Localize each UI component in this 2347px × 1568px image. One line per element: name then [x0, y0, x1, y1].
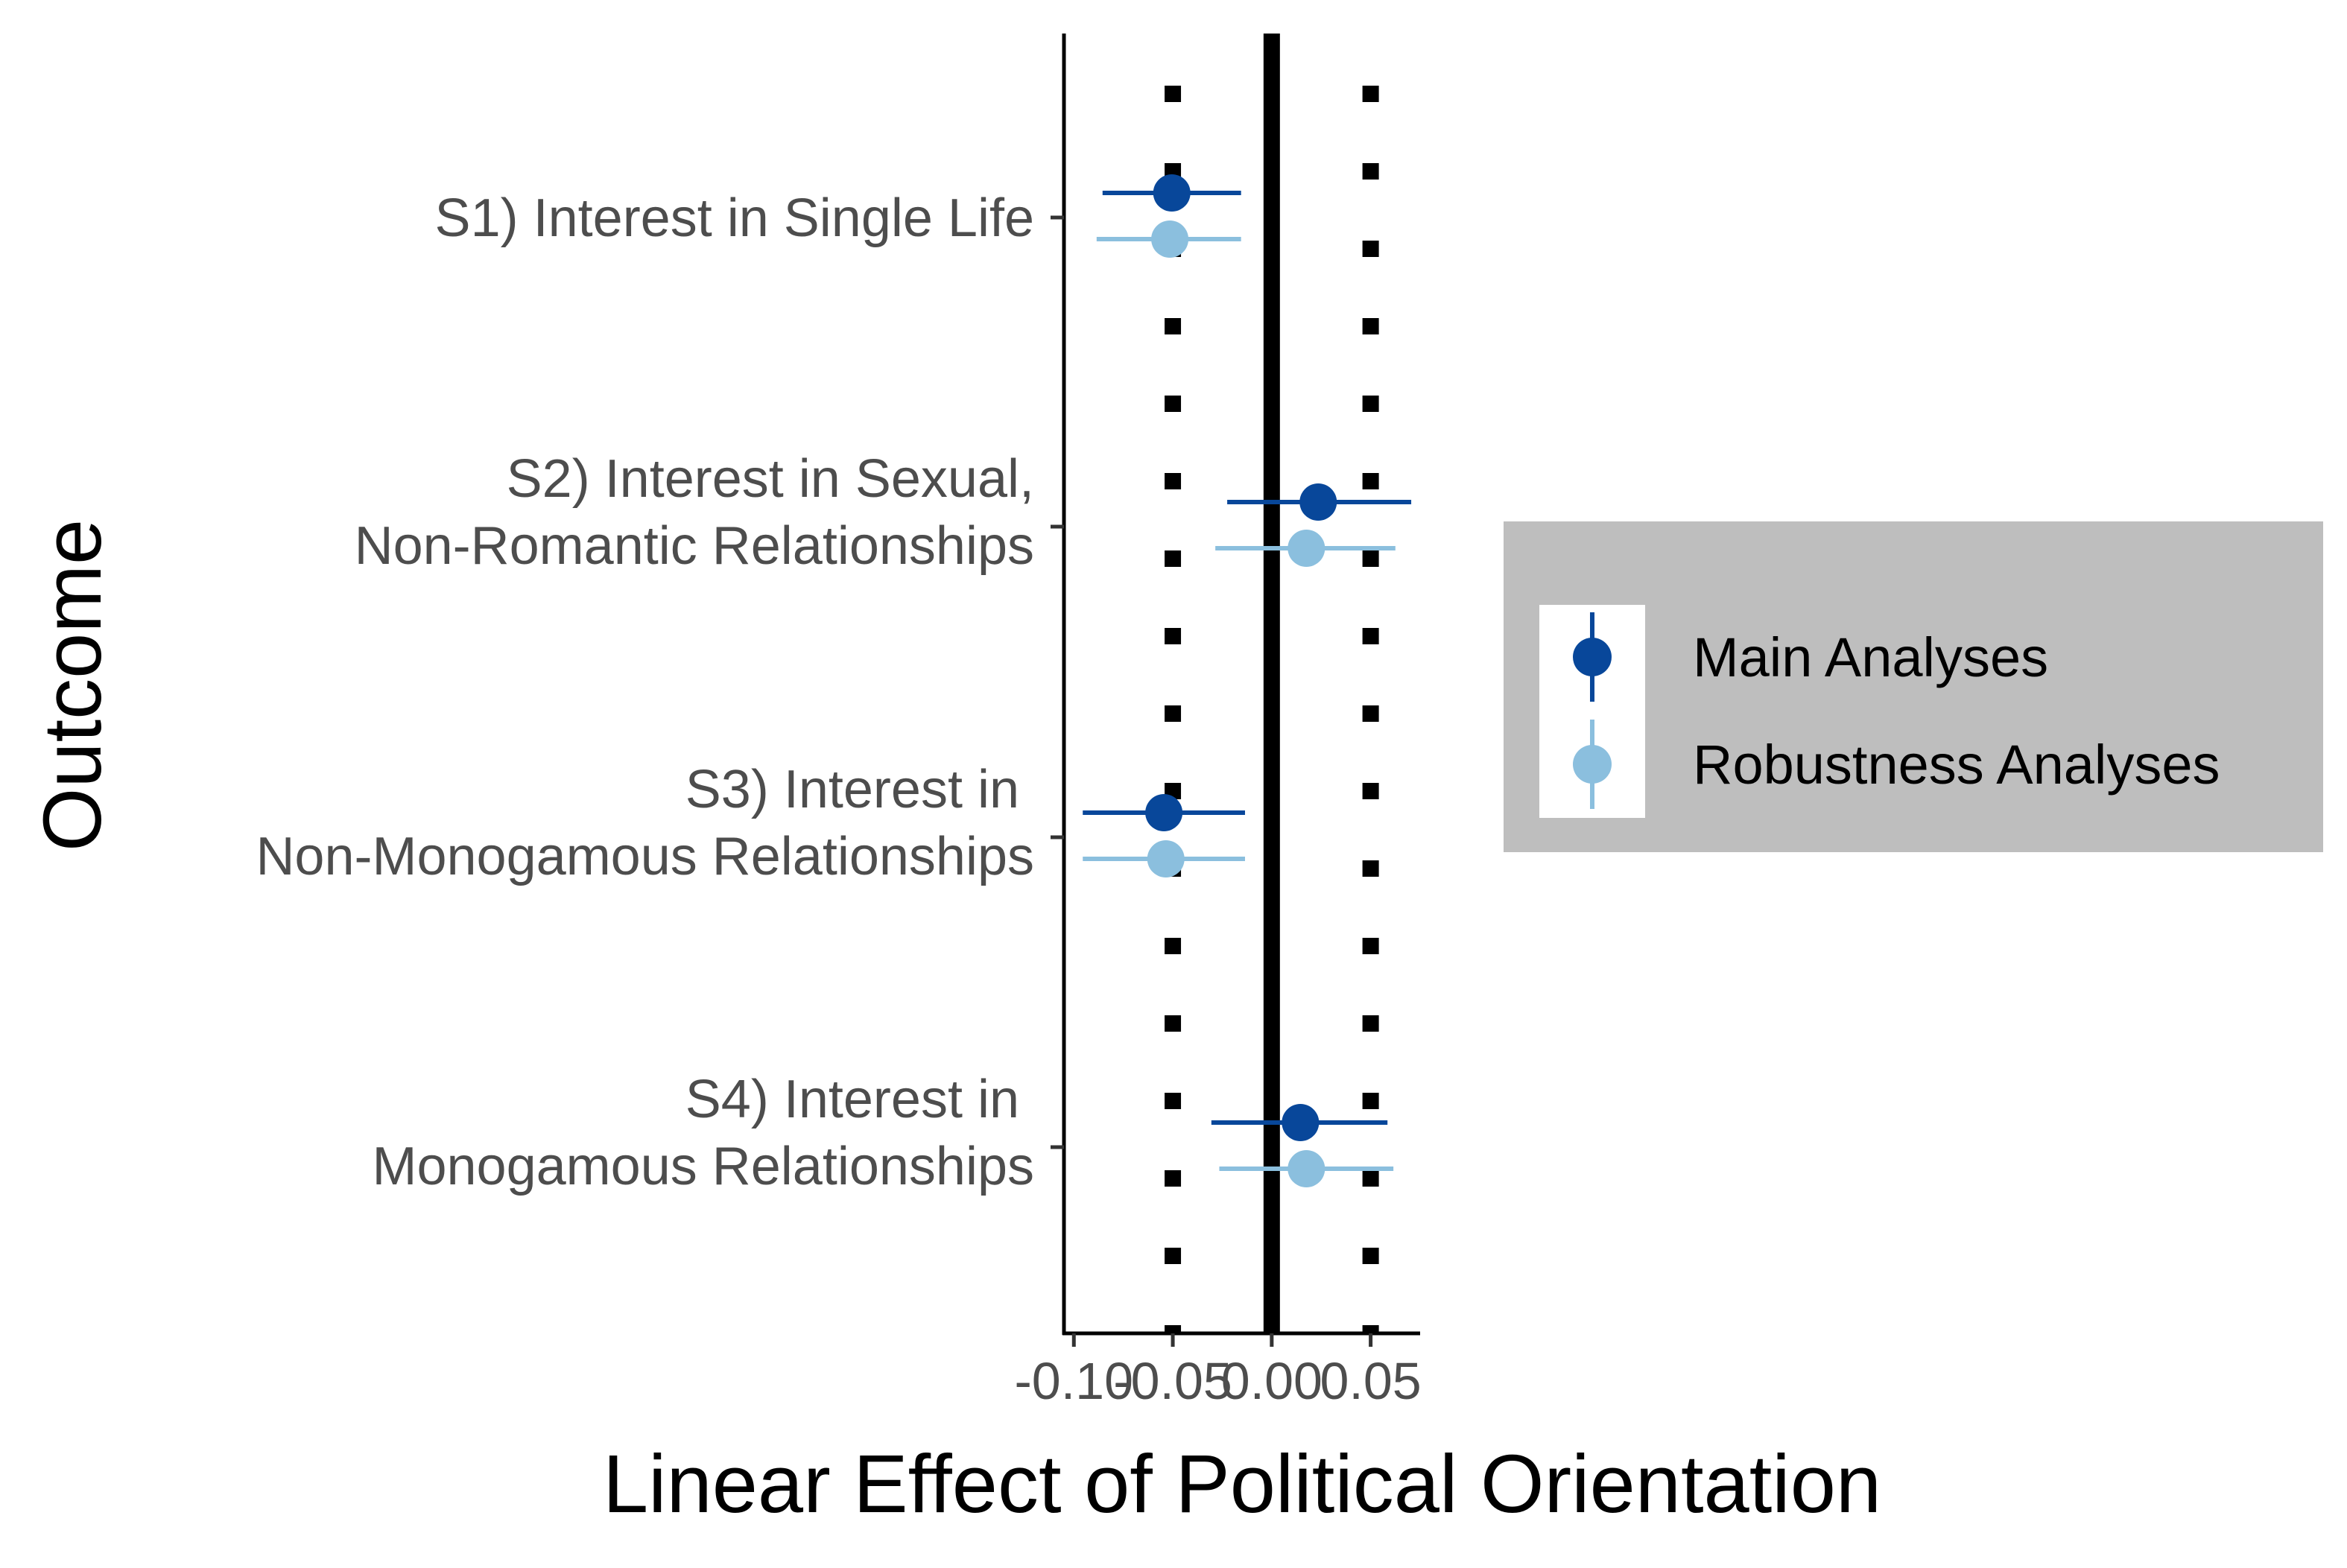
- y-category-label: S3) Interest in: [685, 760, 1034, 819]
- y-category-label: Monogamous Relationships: [372, 1137, 1034, 1196]
- y-category-label: Non-Romantic Relationships: [355, 516, 1034, 576]
- labels: S1) Interest in Single Life S2) Interest …: [27, 188, 1881, 1530]
- legend: Main Analyses Robustness Analyses: [1504, 521, 2323, 852]
- x-tick-label: 0.00: [1221, 1352, 1323, 1410]
- legend-label: Main Analyses: [1693, 626, 2048, 688]
- reference-lines: [1165, 34, 1379, 1333]
- x-axis-title: Linear Effect of Political Orientation: [603, 1438, 1881, 1530]
- point-main: [1153, 174, 1191, 212]
- y-axis-title: Outcome: [27, 519, 118, 851]
- axes: -0.10-0.050.000.05: [1014, 34, 1422, 1410]
- legend-key-point: [1573, 638, 1612, 676]
- y-category-label: Non-Monogamous Relationships: [256, 827, 1034, 886]
- y-category-label: S1) Interest in Single Life: [435, 188, 1034, 248]
- y-category-label: S4) Interest in: [685, 1070, 1034, 1129]
- x-tick-label: -0.10: [1014, 1352, 1133, 1410]
- point-robustness: [1151, 220, 1189, 258]
- point-robustness: [1287, 1150, 1325, 1187]
- point-main: [1145, 794, 1183, 831]
- point-main: [1282, 1104, 1320, 1141]
- point-main: [1299, 483, 1337, 521]
- point-robustness: [1287, 530, 1325, 567]
- data-marks: [1083, 174, 1412, 1187]
- legend-key-point: [1573, 745, 1612, 784]
- y-category-label: S2) Interest in Sexual,: [507, 449, 1034, 509]
- x-tick-label: 0.05: [1320, 1352, 1421, 1410]
- legend-label: Robustness Analyses: [1693, 734, 2220, 796]
- point-robustness: [1147, 840, 1185, 877]
- x-tick-label: -0.05: [1113, 1352, 1232, 1410]
